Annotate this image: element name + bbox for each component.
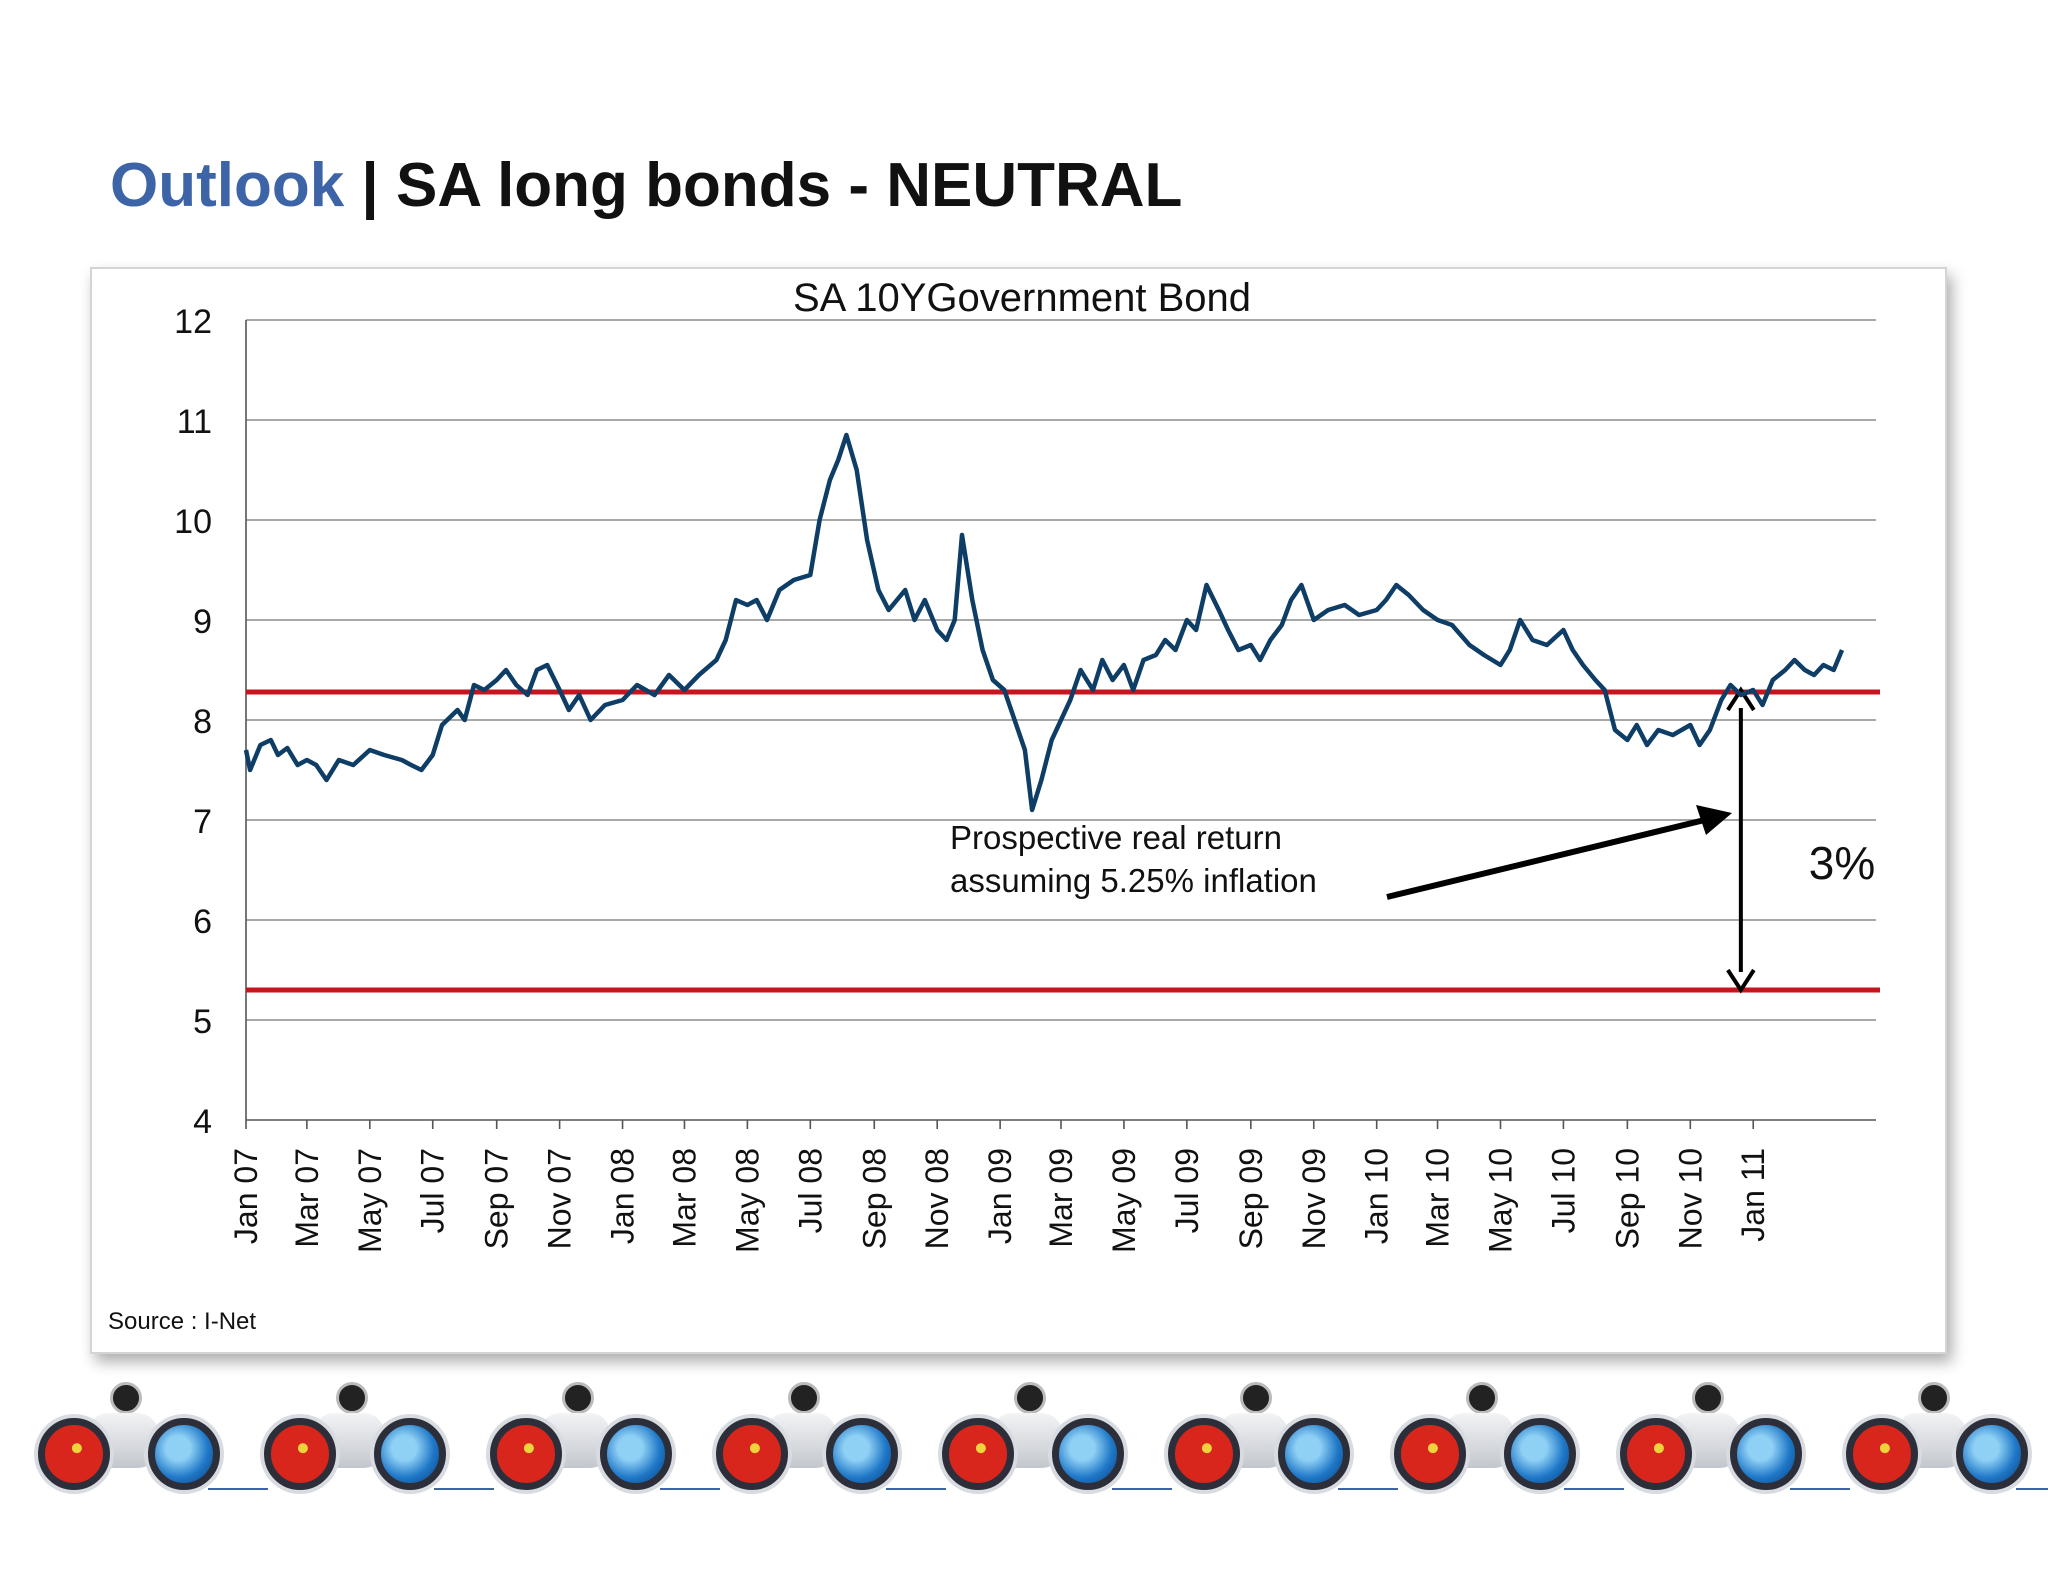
y-tick-label-8: 8 xyxy=(193,703,212,741)
binoculars-icon xyxy=(480,1378,672,1490)
y-tick-label-7: 7 xyxy=(193,803,212,841)
x-axis-ticks: Jan 07 Mar 07 May 07 Jul 07 Sep 07 Nov 07 Jan … xyxy=(228,1120,1771,1253)
binoculars-icon xyxy=(932,1378,1124,1490)
x-tick-label: Nov 08 xyxy=(919,1148,955,1249)
x-tick-label: Mar 08 xyxy=(666,1148,702,1248)
x-tick-label: Jan 10 xyxy=(1359,1148,1395,1244)
x-tick-label: Sep 09 xyxy=(1233,1148,1269,1249)
strip-divider xyxy=(886,1488,946,1490)
spread-label: 3% xyxy=(1809,837,1875,889)
binoculars-icon xyxy=(28,1378,220,1490)
x-tick-label: Jul 10 xyxy=(1545,1148,1581,1233)
x-tick-label: May 08 xyxy=(729,1148,765,1253)
strip-divider xyxy=(1790,1488,1850,1490)
chart-title: SA 10YGovernment Bond xyxy=(793,276,1251,320)
x-tick-label: Jul 07 xyxy=(415,1148,451,1233)
section-label: Outlook xyxy=(110,151,345,220)
annotation: Prospective real return assuming 5.25% i… xyxy=(950,805,1875,900)
annotation-line-1: Prospective real return xyxy=(950,819,1282,856)
x-tick-label: Nov 09 xyxy=(1296,1148,1332,1249)
binoculars-icon xyxy=(1158,1378,1350,1490)
strip-divider xyxy=(1338,1488,1398,1490)
series-layer xyxy=(243,432,1845,813)
bond-yield-chart: SA 10YGovernment Bond 4 5 6 7 8 9 10 11 12 Jan 0… xyxy=(108,276,1880,1335)
strip-divider xyxy=(660,1488,720,1490)
strip-divider xyxy=(2016,1488,2048,1490)
y-tick-label-10: 10 xyxy=(174,503,212,541)
x-tick-label: Nov 10 xyxy=(1672,1148,1708,1249)
x-tick-label: Mar 10 xyxy=(1420,1148,1456,1248)
annotation-arrow-shaft xyxy=(1386,814,1718,900)
spread-arrow-head-top xyxy=(1726,686,1756,712)
binoculars-strip xyxy=(0,1370,2048,1500)
x-tick-label: Jan 07 xyxy=(228,1148,264,1244)
y-tick-label-9: 9 xyxy=(193,603,212,641)
x-tick-label: Mar 07 xyxy=(289,1148,325,1248)
y-axis-ticks: 4 5 6 7 8 9 10 11 12 xyxy=(174,303,212,1141)
x-tick-label: Nov 07 xyxy=(542,1148,578,1249)
y-tick-label-6: 6 xyxy=(193,903,212,941)
x-tick-label: Jan 09 xyxy=(982,1148,1018,1244)
page-heading: Outlook | SA long bonds - NEUTRAL xyxy=(110,150,1182,221)
x-tick-label: Mar 09 xyxy=(1043,1148,1079,1248)
x-tick-label: May 10 xyxy=(1482,1148,1518,1253)
binoculars-icon xyxy=(1384,1378,1576,1490)
reference-lines xyxy=(246,686,1880,994)
annotation-arrow-head xyxy=(1696,805,1732,835)
source-note: Source : I-Net xyxy=(108,1308,256,1335)
x-tick-label: Jul 08 xyxy=(792,1148,828,1233)
strip-divider xyxy=(434,1488,494,1490)
annotation-line-2: assuming 5.25% inflation xyxy=(950,862,1317,899)
x-tick-label: May 07 xyxy=(352,1148,388,1253)
y-tick-label-4: 4 xyxy=(193,1103,212,1141)
x-tick-label: Jan 08 xyxy=(605,1148,641,1244)
series-line-0 xyxy=(243,432,1845,813)
x-tick-label: Sep 08 xyxy=(856,1148,892,1249)
y-tick-label-11: 11 xyxy=(177,403,212,441)
x-tick-label: May 09 xyxy=(1106,1148,1142,1253)
binoculars-icon xyxy=(1610,1378,1802,1490)
x-tick-label: Sep 07 xyxy=(479,1148,515,1249)
page-title: SA long bonds - NEUTRAL xyxy=(396,151,1183,220)
chart-panel: SA 10YGovernment Bond 4 5 6 7 8 9 10 11 12 Jan 0… xyxy=(90,267,1947,1354)
binoculars-icon xyxy=(254,1378,446,1490)
strip-divider xyxy=(208,1488,268,1490)
y-tick-label-5: 5 xyxy=(193,1003,212,1041)
x-tick-label: Jan 11 xyxy=(1735,1148,1771,1242)
binoculars-icon xyxy=(1836,1378,2028,1490)
x-tick-label: Sep 10 xyxy=(1609,1148,1645,1249)
strip-divider xyxy=(1564,1488,1624,1490)
gridlines xyxy=(245,319,1876,1121)
spread-arrow-head-bottom xyxy=(1726,968,1756,994)
strip-divider xyxy=(1112,1488,1172,1490)
heading-separator: | xyxy=(344,151,397,220)
y-tick-label-12: 12 xyxy=(174,303,212,341)
x-tick-label: Jul 09 xyxy=(1169,1148,1205,1233)
binoculars-icon xyxy=(706,1378,898,1490)
